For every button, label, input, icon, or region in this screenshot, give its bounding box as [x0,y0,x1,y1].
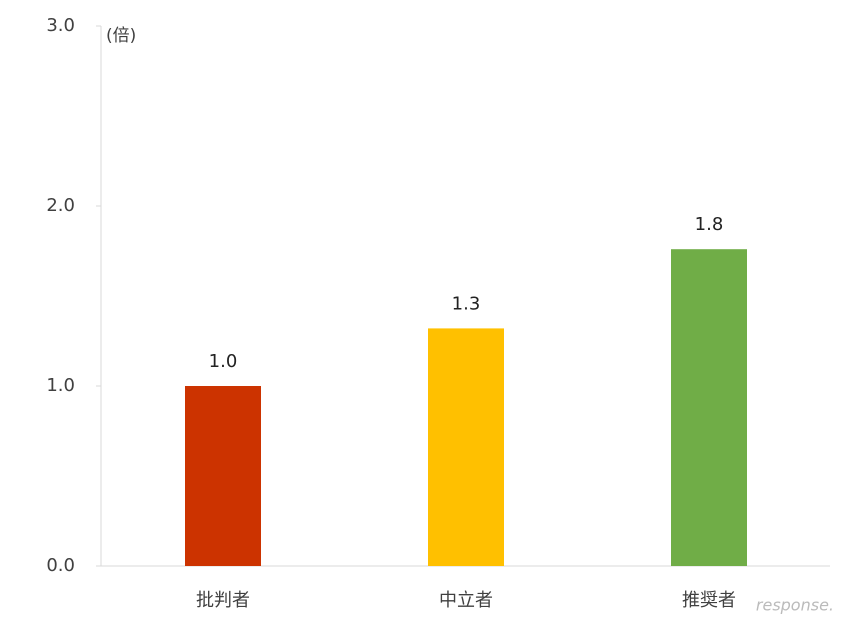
data-label: 1.0 [209,351,238,372]
y-tick-label: 0.0 [46,555,75,576]
data-label: 1.3 [452,293,481,314]
y-tick-label: 3.0 [46,15,75,36]
data-label: 1.8 [695,214,724,235]
bar [185,386,261,566]
x-tick-label: 推奨者 [682,590,736,611]
y-axis-label: (倍) [106,26,136,46]
watermark: response. [756,596,834,615]
y-tick-label: 2.0 [46,195,75,216]
y-tick-label: 1.0 [46,375,75,396]
x-tick-label: 批判者 [196,590,250,611]
x-tick-label: 中立者 [439,590,493,611]
bar [428,328,504,566]
bar [671,249,747,566]
